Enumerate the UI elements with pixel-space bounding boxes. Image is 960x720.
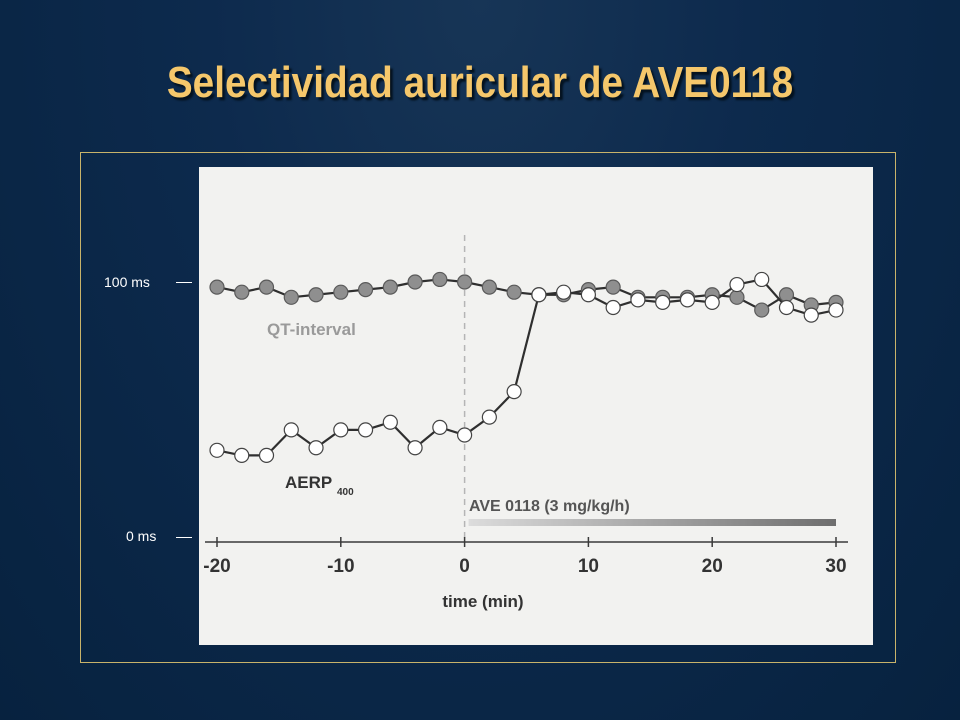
series-point-1 [580, 287, 597, 303]
x-tick-label: 20 [702, 556, 723, 577]
series-point-0 [283, 289, 299, 305]
series-point-1 [679, 292, 696, 308]
series-point-1 [828, 302, 844, 318]
series-label-aerp: AERP [285, 473, 332, 492]
series-point-1 [283, 422, 299, 438]
series-point-0 [382, 279, 398, 295]
x-axis-label: time (min) [442, 592, 523, 611]
series-point-1 [234, 447, 250, 463]
series-point-1 [754, 271, 770, 288]
x-tick-label: 30 [825, 556, 846, 577]
series-point-0 [407, 274, 423, 290]
series-point-0 [308, 287, 324, 303]
drug-annotation: AVE 0118 (3 mg/kg/h) [469, 498, 630, 515]
series-point-1 [333, 422, 349, 438]
series-point-1 [357, 422, 374, 438]
series-point-1 [258, 447, 275, 463]
y-label-0ms: 0 ms [126, 528, 157, 544]
x-tick-label: 10 [578, 556, 599, 577]
x-tick-label: -20 [203, 556, 230, 577]
series-point-0 [457, 274, 473, 290]
series-point-0 [432, 271, 448, 288]
series-point-1 [382, 414, 398, 430]
series-point-1 [630, 292, 646, 308]
series-point-1 [432, 419, 448, 435]
y-tick-0ms [176, 537, 192, 538]
series-point-0 [605, 279, 621, 295]
series-point-0 [333, 284, 349, 300]
series-point-0 [754, 302, 770, 318]
series-point-0 [778, 287, 795, 303]
series-point-0 [729, 289, 745, 305]
series-point-1 [605, 299, 621, 316]
series-point-1 [803, 307, 819, 323]
y-tick-100ms [176, 282, 192, 283]
slide-title: Selectividad auricular de AVE0118 [166, 58, 794, 107]
series-point-1 [308, 440, 324, 456]
series-point-0 [209, 279, 225, 295]
plot-background [199, 167, 873, 645]
series-point-1 [407, 440, 423, 456]
figure-frame [80, 152, 896, 663]
series-point-1 [481, 409, 497, 425]
series-point-0 [481, 279, 497, 295]
series-point-1 [655, 294, 671, 310]
series-point-1 [556, 284, 572, 300]
series-label-aerp-subscript: 400 [337, 487, 354, 498]
series-point-0 [234, 284, 250, 300]
series-label-qt-interval: QT-interval [267, 320, 356, 339]
series-point-1 [704, 294, 720, 310]
series-point-1 [457, 427, 473, 443]
series-point-1 [531, 287, 547, 303]
y-label-100ms: 100 ms [104, 274, 150, 290]
series-point-1 [209, 442, 225, 458]
x-tick-label: 0 [459, 556, 470, 577]
x-tick-label: -10 [327, 556, 354, 577]
series-point-1 [778, 299, 795, 316]
series-point-0 [258, 279, 275, 295]
series-point-1 [506, 384, 522, 400]
drug-infusion-bar [468, 519, 836, 526]
series-point-1 [729, 276, 745, 293]
series-point-0 [357, 282, 374, 298]
series-point-0 [506, 284, 522, 300]
